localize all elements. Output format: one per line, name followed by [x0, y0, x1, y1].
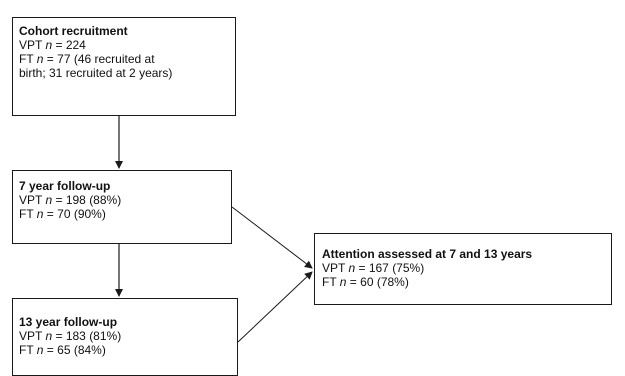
followup7-ft-value: = 70 (90%) [43, 207, 106, 221]
attention-vpt-prefix: VPT [322, 261, 349, 275]
followup13-ft-value: = 65 (84%) [43, 343, 106, 357]
followup7-ft-n: n [36, 207, 44, 221]
attention-vpt-value: = 167 (75%) [355, 261, 425, 275]
cohort-vpt-line: VPT n = 224 [19, 38, 229, 52]
arrow-7yr-to-attention [231, 206, 313, 269]
followup13-title: 13 year follow-up [19, 315, 118, 329]
followup13-vpt-value: = 183 (81%) [52, 329, 122, 343]
thirteen-year-followup-box: 13 year follow-up VPT n = 183 (81%) FT n… [12, 298, 238, 376]
attention-ft-value: = 60 (78%) [346, 275, 409, 289]
followup7-vpt-value: = 198 (88%) [52, 193, 122, 207]
cohort-ft-continuation: birth; 31 recruited at 2 years) [19, 66, 173, 80]
followup13-ft-n: n [36, 343, 44, 357]
cohort-ft-line: FT n = 77 (46 recruited at [19, 52, 229, 66]
cohort-vpt-prefix: VPT [19, 38, 46, 52]
followup13-ft-line: FT n = 65 (84%) [19, 343, 231, 357]
followup7-vpt-line: VPT n = 198 (88%) [19, 193, 225, 207]
followup13-vpt-prefix: VPT [19, 329, 46, 343]
followup7-ft-prefix: FT [19, 207, 37, 221]
followup13-ft-prefix: FT [19, 343, 37, 357]
cohort-vpt-n: n [45, 38, 53, 52]
cohort-ft-n: n [36, 52, 44, 66]
followup7-vpt-prefix: VPT [19, 193, 46, 207]
cohort-recruitment-box: Cohort recruitment VPT n = 224 FT n = 77… [12, 17, 236, 116]
attention-vpt-line: VPT n = 167 (75%) [322, 261, 605, 275]
cohort-ft-prefix: FT [19, 52, 37, 66]
attention-ft-n: n [339, 275, 347, 289]
followup7-vpt-n: n [45, 193, 53, 207]
attention-assessed-box: Attention assessed at 7 and 13 years VPT… [314, 233, 612, 305]
followup13-vpt-n: n [45, 329, 53, 343]
cohort-vpt-value: = 224 [52, 38, 86, 52]
followup7-title: 7 year follow-up [19, 179, 111, 193]
attention-title: Attention assessed at 7 and 13 years [322, 247, 533, 261]
attention-vpt-n: n [348, 261, 356, 275]
followup7-ft-line: FT n = 70 (90%) [19, 207, 225, 221]
cohort-ft-value: = 77 (46 recruited at [43, 52, 155, 66]
seven-year-followup-box: 7 year follow-up VPT n = 198 (88%) FT n … [12, 170, 232, 244]
arrow-13yr-to-attention [237, 271, 313, 343]
followup13-vpt-line: VPT n = 183 (81%) [19, 329, 231, 343]
attention-ft-line: FT n = 60 (78%) [322, 275, 605, 289]
cohort-title: Cohort recruitment [19, 24, 128, 38]
attention-ft-prefix: FT [322, 275, 340, 289]
